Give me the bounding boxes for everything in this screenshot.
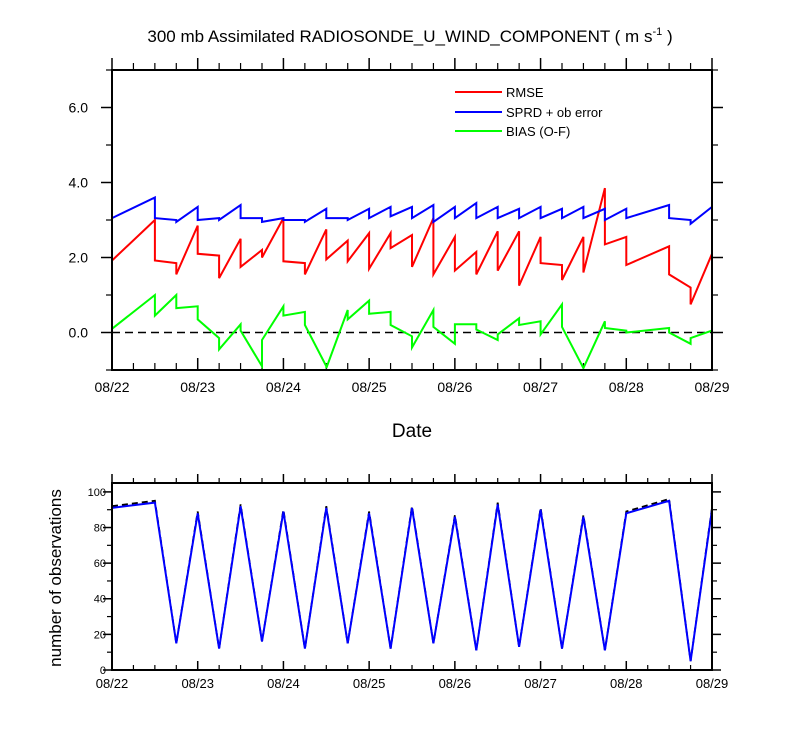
x-tick-label-08-29: 08/29	[694, 379, 729, 395]
y-tick-label-2-0: 2.0	[69, 250, 89, 266]
y-tick-label-20: 20	[94, 629, 106, 641]
x-tick-label-08-24: 08/24	[267, 676, 300, 691]
y-tick-label-100: 100	[88, 487, 106, 499]
series-line-dashed-0	[111, 497, 713, 662]
series-line-solid-1	[111, 499, 713, 662]
top-series	[111, 187, 713, 371]
legend-sprd-label: SPRD + ob error	[506, 105, 603, 120]
bottom-ticks	[103, 474, 721, 671]
x-tick-label-08-27: 08/27	[523, 379, 558, 395]
x-tick-label-08-28: 08/28	[610, 676, 643, 691]
bottom-tick-labels: 08/22 08/23 08/24 08/25 08/26 08/27 08/28 08/29…	[88, 487, 729, 691]
x-tick-label-08-26: 08/26	[439, 676, 472, 691]
x-tick-label-08-26: 08/26	[437, 379, 472, 395]
x-tick-label-08-23: 08/23	[180, 379, 215, 395]
series-line-bias-o-f	[111, 292, 713, 371]
x-tick-label-08-28: 08/28	[609, 379, 644, 395]
chart-title-units: ( m s	[615, 27, 653, 46]
top-tick-labels: 08/22 08/23 08/24 08/25 08/26 08/27 08/28 08/29…	[69, 100, 730, 395]
y-tick-label-6-0: 6.0	[69, 100, 89, 116]
y-tick-label-60: 60	[94, 558, 106, 570]
series-line-sprd-ob-error	[111, 195, 713, 226]
x-tick-label-08-25: 08/25	[353, 676, 386, 691]
chart-title-units-exponent: -1	[652, 26, 662, 38]
bottom-chart: 08/22 08/23 08/24 08/25 08/26 08/27 08/28 08/29…	[46, 474, 728, 691]
x-tick-label-08-22: 08/22	[96, 676, 129, 691]
legend: RMSE SPRD + ob error BIAS (O-F)	[455, 85, 603, 139]
y-tick-label-80: 80	[94, 522, 106, 534]
x-tick-label-08-23: 08/23	[181, 676, 214, 691]
legend-bias-label: BIAS (O-F)	[506, 124, 570, 139]
x-axis-label: Date	[392, 421, 432, 442]
series-line-rmse	[111, 187, 713, 305]
y-tick-label-0: 0	[100, 665, 106, 677]
top-plot-frame	[111, 69, 713, 371]
bottom-series	[111, 497, 713, 662]
legend-rmse-label: RMSE	[506, 85, 544, 100]
y-tick-label-40: 40	[94, 594, 106, 606]
bottom-plot-frame	[111, 482, 713, 671]
x-tick-label-08-29: 08/29	[696, 676, 729, 691]
chart-title-units-close: )	[662, 27, 672, 46]
chart-title: 300 mb Assimilated RADIOSONDE_U_WIND_COM…	[147, 26, 672, 46]
y-tick-label-0-0: 0.0	[69, 325, 89, 341]
y-tick-label-4-0: 4.0	[69, 175, 89, 191]
x-tick-label-08-25: 08/25	[352, 379, 387, 395]
top-chart: 08/22 08/23 08/24 08/25 08/26 08/27 08/28 08/29…	[69, 58, 730, 442]
x-tick-label-08-22: 08/22	[94, 379, 129, 395]
top-ticks	[101, 58, 723, 371]
x-tick-label-08-24: 08/24	[266, 379, 301, 395]
x-tick-label-08-27: 08/27	[524, 676, 557, 691]
chart-title-main: 300 mb Assimilated RADIOSONDE_U_WIND_COM…	[147, 27, 610, 46]
y-axis-label-observations: number of observations	[46, 489, 65, 667]
